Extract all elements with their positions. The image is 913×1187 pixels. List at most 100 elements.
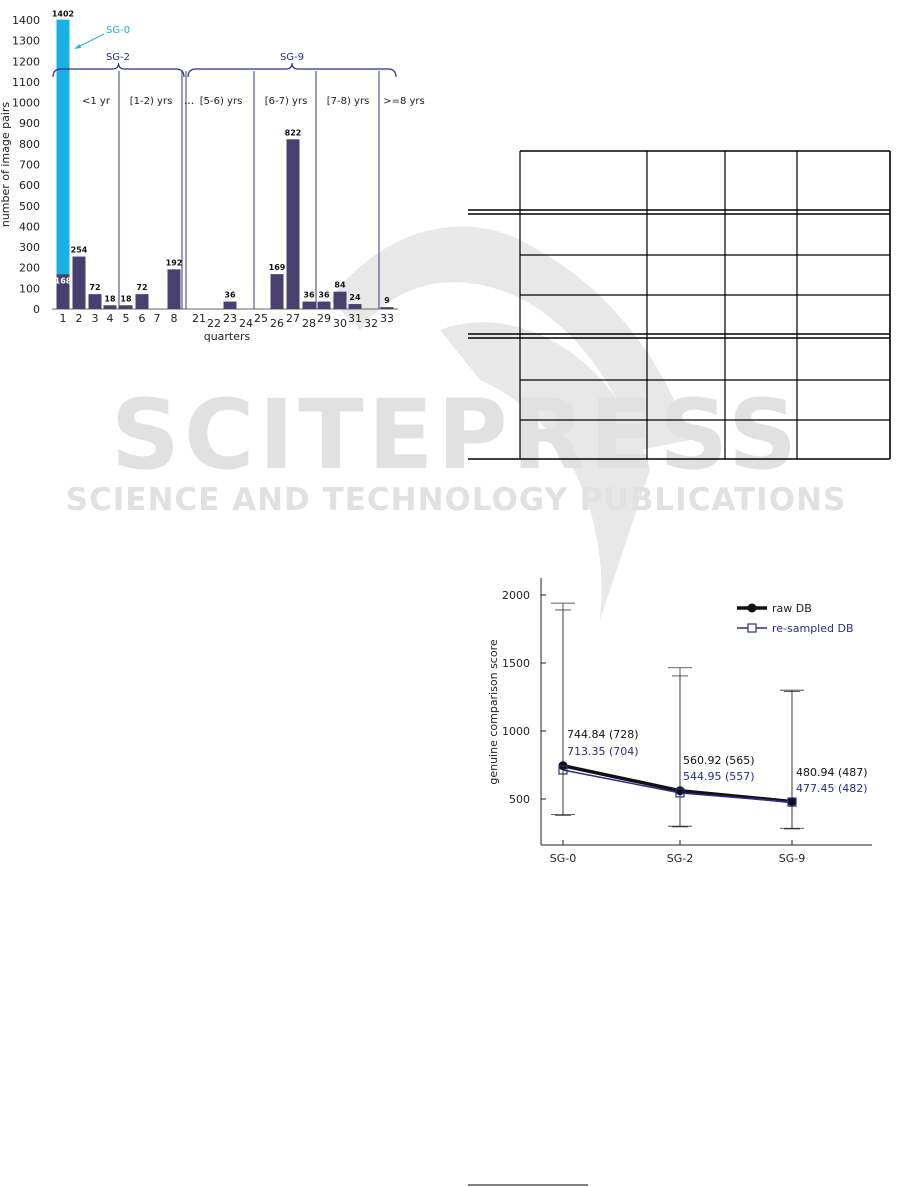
bar	[135, 294, 149, 309]
x-tick-label: 2	[76, 312, 83, 325]
bar-value-label: 72	[89, 283, 100, 292]
legend-label-raw: raw DB	[772, 602, 812, 615]
x-tick-label: 23	[223, 312, 237, 325]
y-tick-label: 400	[19, 220, 40, 233]
x-tick-label: SG-0	[550, 852, 576, 865]
bar-value-label: 36	[224, 291, 236, 300]
group-brace	[52, 62, 185, 78]
bar	[286, 139, 300, 309]
bar	[317, 301, 331, 309]
y-tick-label: 500	[509, 793, 530, 806]
y-tick-label: 1200	[12, 55, 40, 68]
bar	[333, 291, 347, 309]
y-tick-label: 1100	[12, 76, 40, 89]
bar-value-label: 822	[285, 128, 302, 137]
data-label-resampled: 713.35 (704)	[567, 745, 639, 758]
point-resampled	[787, 797, 797, 807]
bar-sg0	[56, 19, 70, 309]
y-tick-label: 1500	[502, 657, 530, 670]
bar	[223, 301, 237, 309]
x-tick-label: 27	[286, 312, 300, 325]
x-tick-label: 21	[192, 312, 206, 325]
y-tick-label: 900	[19, 117, 40, 130]
x-tick-label: 1	[60, 312, 67, 325]
x-tick-label: 33	[380, 312, 394, 325]
bar-value-label: 72	[136, 283, 147, 292]
y-tick-label: 500	[19, 200, 40, 213]
series-line-raw	[562, 763, 793, 804]
bar	[270, 274, 284, 309]
period-label: [1-2) yrs	[130, 96, 173, 107]
data-label-raw: 744.84 (728)	[567, 728, 639, 741]
group-label-sg9: SG-9	[280, 52, 304, 63]
x-tick-label: 8	[171, 312, 178, 325]
bar-value-label: 18	[104, 294, 116, 303]
y-tick-label: 200	[19, 262, 40, 275]
legend-marker-resampled	[747, 623, 757, 633]
bar-value-label: 36	[318, 291, 330, 300]
arrow-icon	[74, 44, 81, 49]
watermark: SCITEPRESS SCIENCE AND TECHNOLOGY PUBLIC…	[66, 226, 847, 620]
y-tick-label: 100	[19, 282, 40, 295]
legend-label-resampled: re-sampled DB	[772, 622, 854, 635]
group-brace	[187, 62, 397, 78]
watermark-subtitle: SCIENCE AND TECHNOLOGY PUBLICATIONS	[66, 482, 847, 518]
bar	[380, 307, 394, 309]
line-chart: 500 1000 1500 2000 genuine comparison score S…	[487, 578, 872, 865]
bar	[88, 294, 102, 309]
bar-value-label: 18	[120, 294, 132, 303]
x-tick-label: SG-9	[779, 852, 805, 865]
bar	[348, 304, 362, 309]
legend-marker-raw	[747, 603, 757, 613]
x-tick-label: 3	[92, 312, 99, 325]
x-tick-label: 24	[239, 317, 253, 330]
x-tick-label: 4	[107, 312, 114, 325]
gap-marker: ...	[184, 94, 195, 107]
bar-value-label: 36	[303, 291, 315, 300]
bar	[302, 301, 316, 309]
y-tick-label: 300	[19, 241, 40, 254]
bar-value-label: 9	[384, 296, 390, 305]
sg0-pointer	[75, 33, 105, 49]
y-tick-label: 800	[19, 138, 40, 151]
x-tick-label: 29	[317, 312, 331, 325]
x-tick-label: 31	[348, 312, 362, 325]
period-label: [6-7) yrs	[265, 96, 308, 107]
y-tick-label: 1300	[12, 35, 40, 48]
y-tick-label: 2000	[502, 589, 530, 602]
x-tick-label: 28	[302, 317, 316, 330]
bar	[119, 305, 133, 309]
x-axis-title: quarters	[204, 330, 251, 343]
bar-value-label: 192	[166, 258, 183, 267]
bar-value-label: 168	[55, 276, 72, 285]
period-label: [7-8) yrs	[327, 96, 370, 107]
data-label-resampled: 477.45 (482)	[796, 782, 868, 795]
bar-chart: 0 100 200 300 400 500 600 700 800 900 1000 1100 1200…	[0, 10, 425, 343]
y-tick-label: 700	[19, 159, 40, 172]
y-axis-title: genuine comparison score	[487, 639, 500, 784]
y-tick-label: 0	[33, 303, 40, 316]
group-label-sg2: SG-2	[106, 52, 130, 63]
x-tick-label: 30	[333, 317, 347, 330]
x-tick-label: SG-2	[667, 852, 693, 865]
period-label: >=8 yrs	[383, 96, 425, 107]
bar-value-label: 24	[349, 293, 361, 302]
x-tick-label: 5	[123, 312, 130, 325]
bar	[167, 269, 181, 309]
x-tick-label: 7	[154, 312, 161, 325]
period-label: [5-6) yrs	[200, 96, 243, 107]
point-resampled	[558, 765, 568, 775]
bar	[56, 274, 70, 309]
data-label-resampled: 544.95 (557)	[683, 770, 755, 783]
watermark-swoosh-icon	[330, 226, 690, 450]
bar	[72, 256, 86, 309]
bar-value-label: 1402	[52, 10, 74, 19]
period-label: <1 yr	[82, 96, 111, 107]
bar-value-label: 169	[269, 263, 286, 272]
bar-value-label: 84	[334, 281, 346, 290]
bar	[103, 305, 117, 309]
y-tick-label: 1400	[12, 14, 40, 27]
point-resampled	[675, 788, 685, 798]
y-axis-title: number of image pairs	[0, 102, 12, 228]
